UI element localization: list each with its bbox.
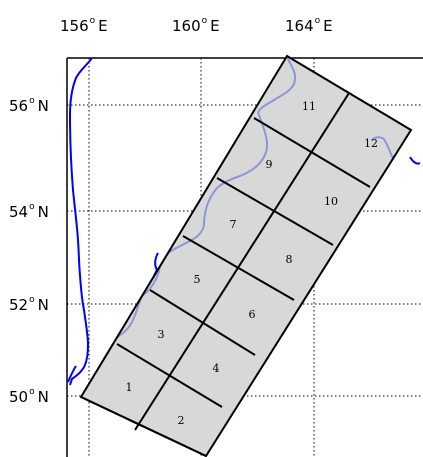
coast-fragment-c — [409, 156, 421, 165]
cell-label-7: 7 — [230, 218, 237, 231]
lat-label-56: 56o N — [9, 96, 49, 115]
cell-label-9: 9 — [266, 158, 273, 171]
lat-label-52: 52o N — [9, 295, 49, 314]
lon-label-156: 156o E — [60, 16, 108, 35]
kamchatka-west-coast — [68, 58, 93, 386]
lon-label-160: 160o E — [172, 16, 220, 35]
cell-label-12: 12 — [364, 137, 378, 150]
lat-label-54: 54o N — [9, 202, 49, 221]
lon-label-164: 164o E — [285, 16, 333, 35]
cell-label-5: 5 — [194, 273, 201, 286]
cell-label-3: 3 — [158, 328, 165, 341]
cell-label-8: 8 — [286, 253, 293, 266]
swath-cell-labels: 1 2 3 4 5 6 7 8 9 10 11 12 — [126, 100, 379, 427]
cell-label-2: 2 — [178, 414, 185, 427]
cell-label-6: 6 — [249, 308, 256, 321]
cell-label-10: 10 — [324, 195, 338, 208]
swath: 1 2 3 4 5 6 7 8 9 10 11 12 — [79, 54, 413, 457]
lat-label-50: 50o N — [9, 387, 49, 406]
latitude-labels: 56o N 54o N 52o N 50o N — [9, 96, 49, 406]
cell-label-1: 1 — [126, 381, 133, 394]
longitude-labels: 156o E 160o E 164o E — [60, 16, 333, 35]
swath-cell-lines — [79, 54, 413, 457]
cell-label-11: 11 — [302, 100, 316, 113]
coast-fragment-d — [67, 365, 77, 383]
cell-label-4: 4 — [213, 362, 220, 375]
